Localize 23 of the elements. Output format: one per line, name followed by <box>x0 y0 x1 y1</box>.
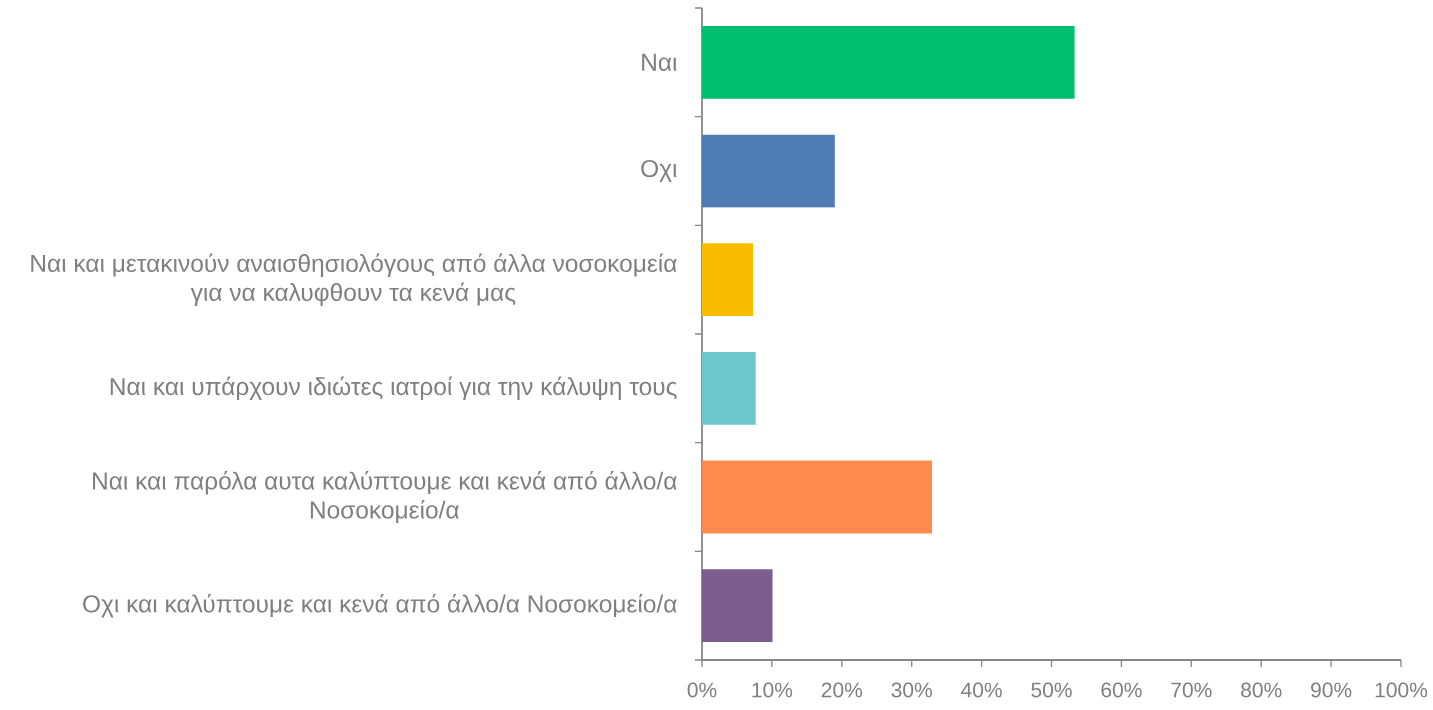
x-tick-label: 10% <box>752 682 793 698</box>
bar <box>702 460 932 534</box>
y-tick-label: Ναι <box>642 53 677 71</box>
bar <box>702 351 756 425</box>
x-tick-label: 70% <box>1171 682 1212 698</box>
x-tick-label: 80% <box>1241 682 1282 698</box>
x-tick-label: 20% <box>821 682 863 698</box>
y-tick-label: Οχι <box>641 159 677 183</box>
y-tick-label: Ναι και μετακινούν αναισθησιολόγους από άλλα νοσοκομεία για να καλυφθουν τα κενά μας <box>31 253 677 306</box>
x-tick-label: 30% <box>891 682 932 698</box>
bar <box>702 134 835 208</box>
y-tick-label: Ναι και παρόλα αυτα καλύπτουμε και κενά από άλλο/α Νοσοκομείο/α <box>93 470 677 524</box>
x-tick-label: 50% <box>1031 682 1072 698</box>
x-tick-label: 60% <box>1101 682 1142 698</box>
bar <box>702 243 754 317</box>
x-tick-label: 100% <box>1375 682 1428 698</box>
bar <box>702 569 773 643</box>
bar <box>702 25 1075 99</box>
x-tick-label: 40% <box>961 682 1002 698</box>
y-tick-label: Ναι και υπάρχουν ιδιώτες ιατροί για την κάλυψη τους <box>110 376 677 401</box>
x-tick-label: 90% <box>1311 682 1352 698</box>
x-tick-label: 0% <box>687 682 717 698</box>
y-tick-label: Οχι και καλύπτουμε και κενά από άλλο/α Νοσοκομείο/α <box>83 593 677 618</box>
